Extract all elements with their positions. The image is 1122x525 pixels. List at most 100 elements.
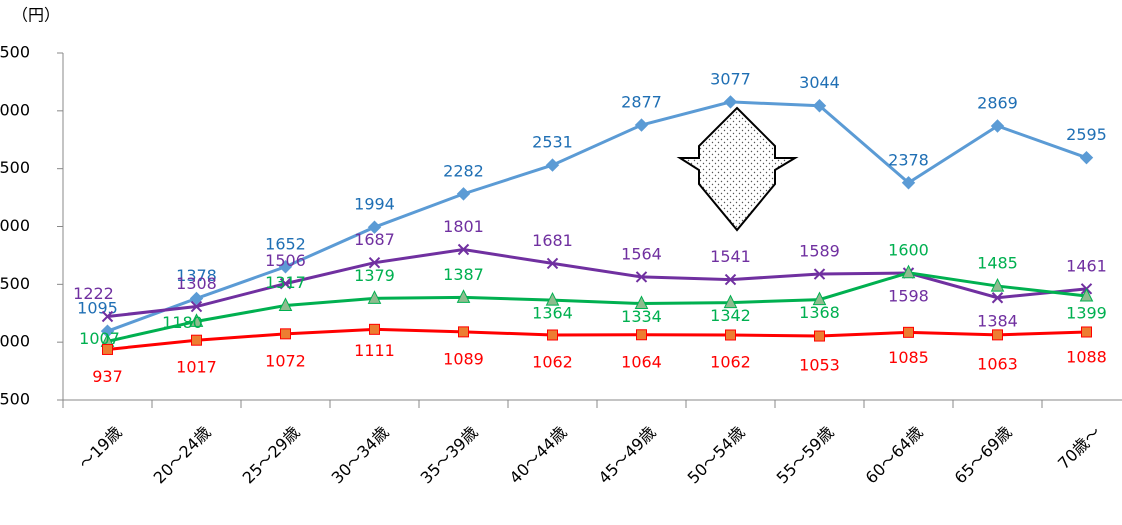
data-label: 1564 [621, 244, 662, 263]
data-label: 3077 [710, 69, 751, 88]
y-tick-label: 2500 [0, 158, 30, 177]
decorative-shape [676, 106, 799, 232]
data-label: 1180 [162, 313, 203, 332]
marker [991, 292, 1004, 304]
data-label: 1652 [265, 234, 306, 253]
marker [457, 243, 470, 256]
marker [368, 256, 381, 269]
data-label: 1085 [888, 348, 929, 367]
x-tick-label: 65～69歳 [951, 423, 1016, 488]
marker [279, 277, 292, 290]
marker [723, 95, 738, 109]
marker [1079, 287, 1094, 302]
marker [547, 329, 558, 341]
marker [456, 187, 471, 201]
marker [280, 328, 291, 340]
data-label: 1994 [354, 195, 395, 214]
marker [901, 264, 916, 279]
data-label: 1379 [354, 266, 395, 285]
marker [813, 268, 826, 280]
data-label: 2378 [888, 150, 929, 169]
data-label: 1368 [799, 303, 840, 322]
marker [546, 257, 559, 270]
data-label: 1062 [710, 352, 751, 371]
data-label: 1062 [532, 352, 573, 371]
data-label: 1089 [443, 349, 484, 368]
data-label: 1801 [443, 217, 484, 236]
series-line [106, 100, 1088, 333]
x-tick-label: 55～59歳 [773, 423, 838, 488]
x-tick-label: 35～39歳 [417, 423, 482, 488]
marker [992, 329, 1003, 341]
marker [635, 271, 648, 283]
series-line [107, 248, 1087, 318]
marker [545, 158, 560, 172]
data-label: 1387 [443, 265, 484, 284]
y-tick-label: 3000 [0, 100, 30, 119]
data-label: 1364 [532, 304, 573, 323]
marker [724, 273, 737, 286]
y-tick-label: 500 [0, 390, 30, 409]
marker [101, 310, 114, 323]
unit-label: （円） [12, 6, 60, 25]
marker [367, 220, 382, 234]
data-label: 1399 [1066, 304, 1107, 323]
marker [545, 291, 560, 306]
x-tick-label: 30～34歳 [328, 423, 393, 488]
marker [458, 326, 469, 338]
data-label: 2595 [1066, 125, 1107, 144]
data-label: 1088 [1066, 347, 1107, 366]
data-label: 937 [92, 367, 123, 386]
marker [990, 277, 1005, 292]
marker [367, 290, 382, 304]
data-label: 1378 [176, 266, 217, 285]
x-tick-label: 45～49歳 [595, 423, 660, 488]
marker [725, 329, 736, 341]
data-label: 1053 [799, 356, 840, 375]
marker [189, 291, 204, 306]
data-label: 1506 [265, 251, 306, 270]
data-label: 1384 [977, 311, 1018, 330]
x-tick-label: 20～24歳 [150, 423, 215, 488]
y-tick-label: 1500 [0, 274, 30, 293]
marker [191, 334, 202, 346]
marker [278, 297, 293, 312]
data-label: 1342 [710, 306, 751, 325]
data-label: 2877 [621, 93, 662, 112]
data-label: 1334 [621, 307, 662, 326]
data-label: 2282 [443, 161, 484, 180]
x-tick-label: 50～54歳 [684, 423, 749, 488]
marker [189, 313, 204, 327]
marker [1079, 150, 1094, 165]
data-label: 1541 [710, 247, 751, 266]
data-label: 1600 [888, 240, 929, 259]
data-label: 1681 [532, 231, 573, 250]
y-tick-label: 1000 [0, 332, 30, 351]
y-tick-label: 3500 [0, 43, 30, 62]
data-label: 1687 [354, 230, 395, 249]
marker [901, 176, 916, 190]
x-tick-label: 60～64歳 [862, 423, 927, 488]
data-label: 1485 [977, 254, 1018, 273]
marker [278, 260, 293, 274]
marker [369, 323, 380, 335]
y-tick-label: 2000 [0, 216, 30, 235]
data-label: 1317 [265, 273, 306, 292]
data-label: 2869 [977, 93, 1018, 112]
data-label: 1063 [977, 354, 1018, 373]
data-label: 1007 [79, 329, 120, 348]
marker [636, 329, 647, 341]
x-tick-label: 40～44歳 [506, 423, 571, 488]
marker [990, 119, 1005, 133]
data-label: 1308 [176, 274, 217, 293]
marker [102, 343, 113, 355]
data-label: 1222 [73, 284, 114, 303]
marker [814, 330, 825, 342]
series-line [107, 271, 1087, 343]
data-label: 1589 [799, 242, 840, 261]
marker [1081, 326, 1092, 338]
marker [903, 326, 914, 338]
data-label: 1461 [1066, 256, 1107, 275]
